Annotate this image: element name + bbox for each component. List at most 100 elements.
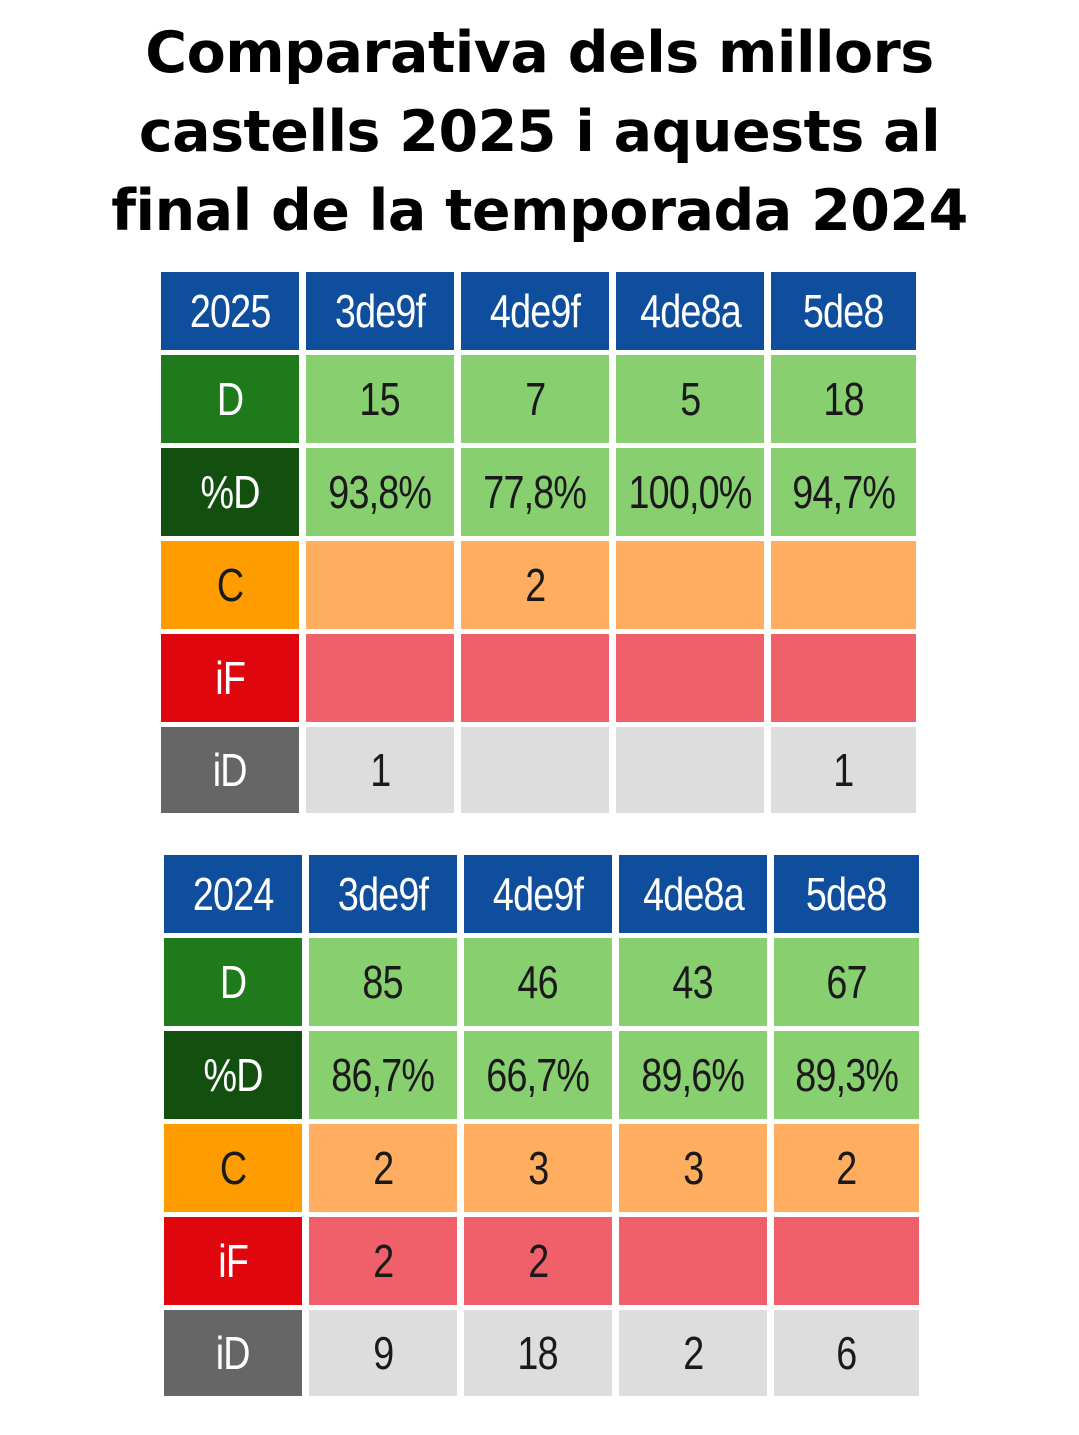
table-cell-text: 18 — [823, 373, 864, 425]
table-cell-text: 46 — [517, 956, 559, 1008]
table-year-header: 2024 — [164, 855, 302, 933]
table-year-header-text: 2024 — [192, 868, 274, 920]
table-cell — [771, 634, 916, 722]
table-year-header-text: 2025 — [189, 285, 271, 337]
table-cell: 89,6% — [619, 1031, 767, 1119]
table-cell: 2 — [774, 1124, 919, 1212]
table-cell: 86,7% — [309, 1031, 457, 1119]
table-cell-text: 2 — [372, 1235, 394, 1287]
table-cell — [619, 1217, 767, 1305]
table-cell — [461, 727, 609, 813]
table-cell-text: 1 — [369, 744, 391, 796]
table-cell — [616, 541, 764, 629]
table-cell — [461, 634, 609, 722]
table-cell — [306, 541, 454, 629]
row-label-text: iD — [212, 744, 248, 796]
row-label: iD — [161, 727, 299, 813]
table-cell: 2 — [461, 541, 609, 629]
table-cell-text: 100,0% — [628, 466, 753, 518]
table-cell — [616, 634, 764, 722]
table-cell: 9 — [309, 1310, 457, 1396]
table-cell-text: 2 — [682, 1327, 704, 1379]
table-cell: 93,8% — [306, 448, 454, 536]
table-cell: 15 — [306, 355, 454, 443]
table-cell-text: 1 — [833, 744, 854, 796]
table-cell-text: 15 — [359, 373, 401, 425]
table-cell-text: 3 — [682, 1142, 704, 1194]
column-header-text: 4de8a — [639, 285, 742, 337]
column-header-text: 3de9f — [337, 868, 429, 920]
table-cell-text: 5 — [679, 373, 701, 425]
row-label: iF — [161, 634, 299, 722]
table-cell: 67 — [774, 938, 919, 1026]
row-label: iF — [164, 1217, 302, 1305]
column-header-text: 4de9f — [492, 868, 584, 920]
table-cell — [616, 727, 764, 813]
table-cell: 77,8% — [461, 448, 609, 536]
column-header-text: 4de9f — [489, 285, 581, 337]
table-cell-text: 94,7% — [792, 466, 896, 518]
column-header-text: 3de9f — [334, 285, 426, 337]
row-label-text: %D — [203, 1049, 263, 1101]
column-header: 5de8 — [774, 855, 919, 933]
row-label-text: iF — [218, 1235, 249, 1287]
table-cell: 1 — [771, 727, 916, 813]
table-cell: 3 — [464, 1124, 612, 1212]
row-label-text: iF — [215, 652, 246, 704]
table-cell: 100,0% — [616, 448, 764, 536]
table-cell-text: 77,8% — [483, 466, 588, 518]
row-label-text: iD — [215, 1327, 251, 1379]
column-header-text: 5de8 — [803, 285, 884, 337]
row-label-text: C — [219, 1142, 247, 1194]
row-label-text: %D — [200, 466, 260, 518]
table-cell-text: 2 — [836, 1142, 857, 1194]
table-cell-text: 3 — [527, 1142, 549, 1194]
table-cell: 2 — [464, 1217, 612, 1305]
table-cell: 94,7% — [771, 448, 916, 536]
table-2024: 2024 3de9f 4de9f 4de8a 5de8 D 85 46 43 67 %D 86,7% 6… — [164, 855, 919, 1396]
title-line-2: castells 2025 i aquests al — [138, 99, 941, 165]
table-cell: 7 — [461, 355, 609, 443]
table-cell-text: 66,7% — [486, 1049, 591, 1101]
page-title: Comparativa dels millors castells 2025 i… — [0, 14, 1079, 251]
table-cell: 2 — [309, 1217, 457, 1305]
table-cell-text: 86,7% — [331, 1049, 436, 1101]
row-label: C — [161, 541, 299, 629]
row-label: D — [161, 355, 299, 443]
table-cell-text: 18 — [517, 1327, 559, 1379]
table-cell: 5 — [616, 355, 764, 443]
table-cell-text: 85 — [362, 956, 404, 1008]
table-cell-text: 2 — [372, 1142, 394, 1194]
table-cell-text: 6 — [836, 1327, 857, 1379]
table-cell-text: 93,8% — [328, 466, 433, 518]
title-line-1: Comparativa dels millors — [145, 20, 934, 86]
row-label-text: D — [219, 956, 247, 1008]
table-cell: 3 — [619, 1124, 767, 1212]
column-header-text: 5de8 — [806, 868, 887, 920]
table-cell-text: 89,3% — [795, 1049, 899, 1101]
column-header: 4de8a — [619, 855, 767, 933]
table-cell: 89,3% — [774, 1031, 919, 1119]
column-header: 5de8 — [771, 272, 916, 350]
row-label-text: D — [216, 373, 244, 425]
table-year-header: 2025 — [161, 272, 299, 350]
table-cell: 43 — [619, 938, 767, 1026]
row-label: D — [164, 938, 302, 1026]
table-cell: 18 — [771, 355, 916, 443]
table-cell: 46 — [464, 938, 612, 1026]
table-cell-text: 2 — [527, 1235, 549, 1287]
table-cell — [306, 634, 454, 722]
table-cell-text: 2 — [524, 559, 546, 611]
title-line-3: final de la temporada 2024 — [111, 178, 968, 244]
row-label: C — [164, 1124, 302, 1212]
table-cell — [774, 1217, 919, 1305]
table-cell-text: 89,6% — [641, 1049, 746, 1101]
table-cell: 18 — [464, 1310, 612, 1396]
table-cell: 1 — [306, 727, 454, 813]
column-header: 4de9f — [464, 855, 612, 933]
column-header: 3de9f — [306, 272, 454, 350]
row-label-text: C — [216, 559, 244, 611]
table-cell-text: 67 — [826, 956, 867, 1008]
table-cell: 85 — [309, 938, 457, 1026]
table-cell-text: 9 — [372, 1327, 394, 1379]
